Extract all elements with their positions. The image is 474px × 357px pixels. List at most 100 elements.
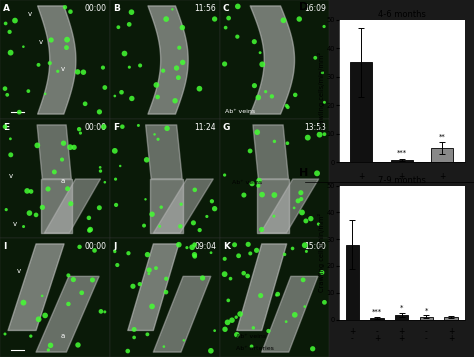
Point bbox=[74, 342, 82, 348]
Bar bbox=[391, 160, 413, 162]
Point bbox=[70, 277, 77, 282]
Point bbox=[154, 136, 162, 142]
Point bbox=[174, 75, 182, 80]
Point bbox=[311, 55, 319, 61]
Point bbox=[240, 192, 248, 198]
Point bbox=[313, 170, 321, 176]
Point bbox=[196, 86, 203, 91]
Point bbox=[34, 142, 41, 148]
Point bbox=[145, 271, 153, 277]
Point bbox=[128, 9, 135, 15]
Point bbox=[91, 248, 98, 253]
Point bbox=[199, 275, 206, 281]
Point bbox=[249, 325, 257, 331]
Point bbox=[295, 16, 303, 22]
Point bbox=[148, 303, 156, 309]
Point bbox=[1, 331, 9, 337]
Point bbox=[318, 270, 326, 275]
Point bbox=[183, 245, 191, 251]
Point bbox=[234, 4, 242, 9]
Point bbox=[144, 332, 151, 337]
Y-axis label: Crawling cells/min/mm²: Crawling cells/min/mm² bbox=[318, 51, 325, 131]
Point bbox=[140, 223, 148, 228]
Point bbox=[54, 69, 62, 74]
Point bbox=[41, 91, 49, 97]
Point bbox=[251, 83, 258, 89]
Bar bbox=[395, 315, 409, 320]
Point bbox=[251, 39, 258, 45]
Text: -: - bbox=[376, 327, 378, 336]
Point bbox=[101, 179, 109, 185]
Point bbox=[221, 326, 229, 332]
Point bbox=[16, 109, 23, 115]
Point bbox=[271, 192, 278, 198]
Point bbox=[283, 319, 290, 325]
Bar bbox=[431, 148, 453, 162]
Text: v: v bbox=[27, 11, 32, 17]
Point bbox=[129, 283, 137, 289]
Point bbox=[254, 129, 261, 135]
Text: v: v bbox=[17, 268, 20, 274]
Point bbox=[97, 168, 104, 174]
Point bbox=[320, 131, 328, 137]
Text: 09:04: 09:04 bbox=[194, 242, 216, 251]
Point bbox=[7, 152, 15, 158]
Point bbox=[253, 247, 260, 253]
Text: F: F bbox=[113, 122, 119, 132]
Point bbox=[117, 163, 124, 169]
Point bbox=[75, 126, 83, 132]
Point bbox=[85, 215, 93, 221]
Point bbox=[126, 64, 133, 70]
Point bbox=[228, 317, 236, 323]
Point bbox=[211, 206, 219, 212]
Point bbox=[258, 192, 266, 197]
Point bbox=[27, 333, 35, 339]
Point bbox=[257, 293, 264, 298]
Point bbox=[316, 132, 323, 137]
Point bbox=[78, 290, 85, 296]
Point bbox=[309, 346, 317, 352]
Point bbox=[64, 272, 72, 278]
Point bbox=[264, 328, 272, 334]
Text: *: * bbox=[400, 305, 403, 311]
Point bbox=[171, 98, 179, 104]
Title: 7-9 months: 7-9 months bbox=[378, 176, 426, 185]
Point bbox=[196, 227, 203, 233]
Point bbox=[118, 89, 125, 95]
Point bbox=[191, 187, 199, 193]
Point bbox=[130, 335, 138, 340]
Text: 11:24: 11:24 bbox=[195, 122, 216, 132]
Y-axis label: Crawling cells/min/mm²: Crawling cells/min/mm² bbox=[318, 213, 325, 292]
Point bbox=[46, 60, 54, 66]
Point bbox=[179, 25, 186, 30]
Text: Ab⁺ veins: Ab⁺ veins bbox=[236, 334, 266, 339]
Text: -: - bbox=[425, 327, 428, 336]
Point bbox=[152, 265, 160, 271]
Text: +: + bbox=[448, 334, 454, 343]
Text: -: - bbox=[425, 334, 428, 343]
Point bbox=[291, 205, 298, 211]
Point bbox=[208, 198, 216, 204]
Text: 15:00: 15:00 bbox=[304, 242, 326, 251]
Point bbox=[221, 61, 228, 67]
Point bbox=[126, 21, 133, 27]
Point bbox=[246, 148, 254, 154]
Point bbox=[294, 198, 302, 204]
Text: **: ** bbox=[439, 134, 446, 140]
Point bbox=[234, 34, 241, 40]
Point bbox=[245, 241, 252, 247]
Point bbox=[291, 312, 299, 318]
Point bbox=[2, 21, 9, 26]
Point bbox=[255, 178, 263, 183]
Point bbox=[41, 313, 49, 318]
Point bbox=[20, 224, 27, 230]
Text: WT: WT bbox=[444, 191, 455, 197]
Point bbox=[270, 213, 278, 219]
Text: 00:00: 00:00 bbox=[84, 4, 107, 12]
Text: +: + bbox=[439, 172, 446, 181]
Point bbox=[153, 82, 160, 88]
Point bbox=[190, 220, 197, 226]
Point bbox=[64, 37, 71, 42]
Bar bbox=[419, 317, 433, 320]
Point bbox=[188, 245, 196, 250]
